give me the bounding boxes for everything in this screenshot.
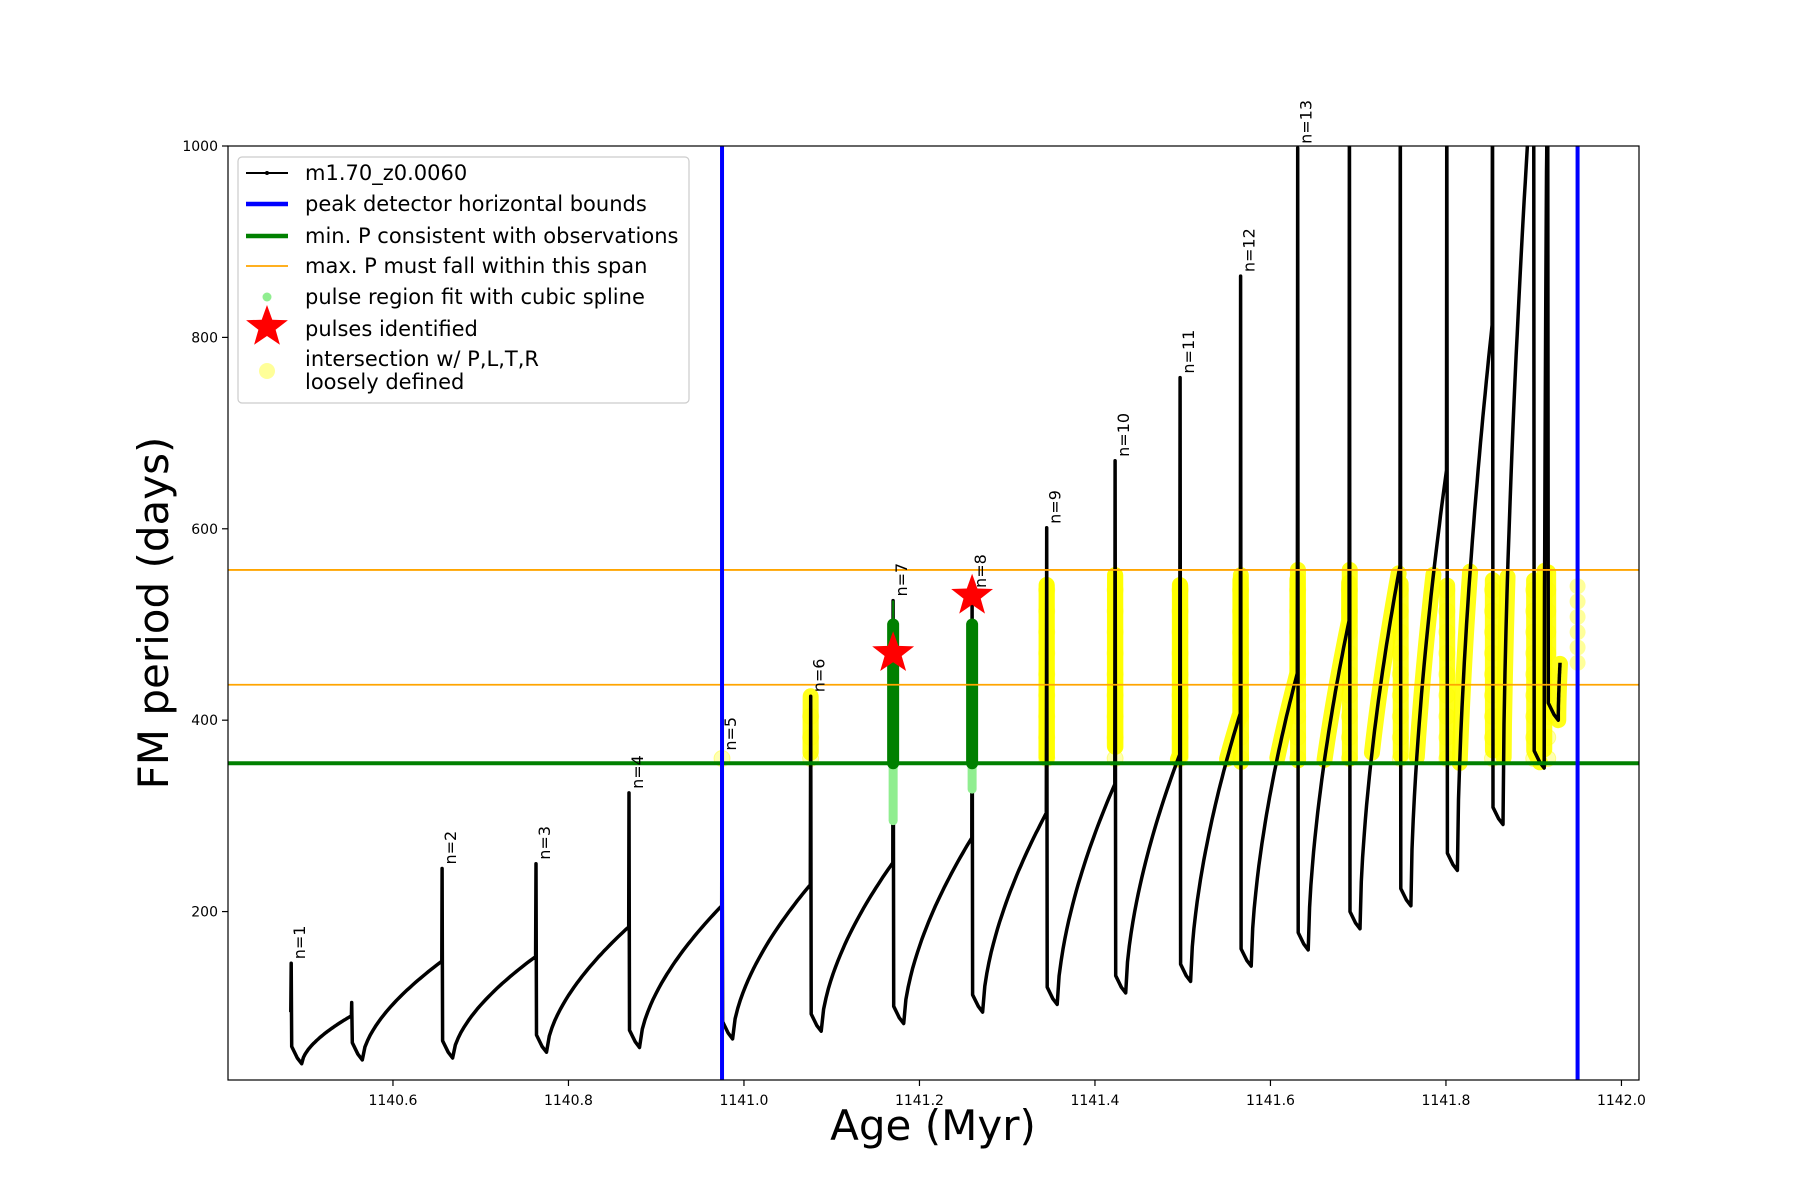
y-tick-label: 200 (191, 905, 218, 921)
pulse-label: n=6 (810, 659, 829, 693)
legend-label: peak detector horizontal bounds (305, 192, 647, 216)
legend-label: intersection w/ P,L,T,R (305, 347, 539, 371)
pulse-identified-star (872, 631, 915, 671)
x-tick-label: 1141.8 (1421, 1093, 1470, 1109)
legend-label: m1.70_z0.0060 (305, 161, 467, 186)
y-tick-label: 600 (191, 522, 218, 538)
x-axis-label: Age (Myr) (830, 1101, 1036, 1150)
pulse-label: n=12 (1240, 228, 1259, 272)
series-line-m1.70_z0.0060 (289, 146, 1562, 1066)
x-tick-label: 1142.0 (1597, 1093, 1646, 1109)
x-tick-label: 1141.2 (895, 1093, 944, 1109)
axes-frame (227, 145, 1640, 1081)
pulse-label: n=4 (628, 755, 647, 789)
x-tick-label: 1141.6 (1246, 1093, 1295, 1109)
legend-label: loosely defined (305, 370, 464, 394)
pulse-label: n=1 (290, 926, 309, 960)
legend-circle-icon (259, 363, 275, 379)
legend-label: min. P consistent with observations (305, 224, 678, 248)
legend-label: pulse region fit with cubic spline (305, 285, 645, 309)
x-tick-label: 1141.0 (719, 1093, 768, 1109)
x-tick-label: 1140.6 (368, 1093, 417, 1109)
pulse-label: n=3 (535, 826, 554, 860)
legend-label: pulses identified (305, 317, 478, 341)
pulse-label: n=8 (971, 554, 990, 588)
pulse-label: n=11 (1179, 330, 1198, 374)
pulse-label: n=7 (892, 563, 911, 597)
x-tick-label: 1141.4 (1070, 1093, 1119, 1109)
intersection-marker (1539, 728, 1557, 746)
legend-label: max. P must fall within this span (305, 254, 647, 278)
y-tick-label: 1000 (182, 139, 218, 155)
pulse-label: n=13 (1297, 100, 1316, 144)
legend-marker-icon (265, 171, 269, 175)
y-axis-label: FM period (days) (129, 437, 178, 790)
pulse-label: n=10 (1114, 413, 1133, 457)
legend-star-icon (246, 305, 288, 345)
x-tick-label: 1140.8 (544, 1093, 593, 1109)
y-tick-label: 800 (191, 330, 218, 346)
pulse-label: n=2 (441, 831, 460, 865)
legend-dot-icon (262, 292, 272, 302)
pulse-label: n=9 (1046, 490, 1065, 524)
pulse-label: n=5 (721, 717, 740, 751)
pulse-identified-star (951, 573, 993, 614)
y-tick-label: 400 (191, 713, 218, 729)
